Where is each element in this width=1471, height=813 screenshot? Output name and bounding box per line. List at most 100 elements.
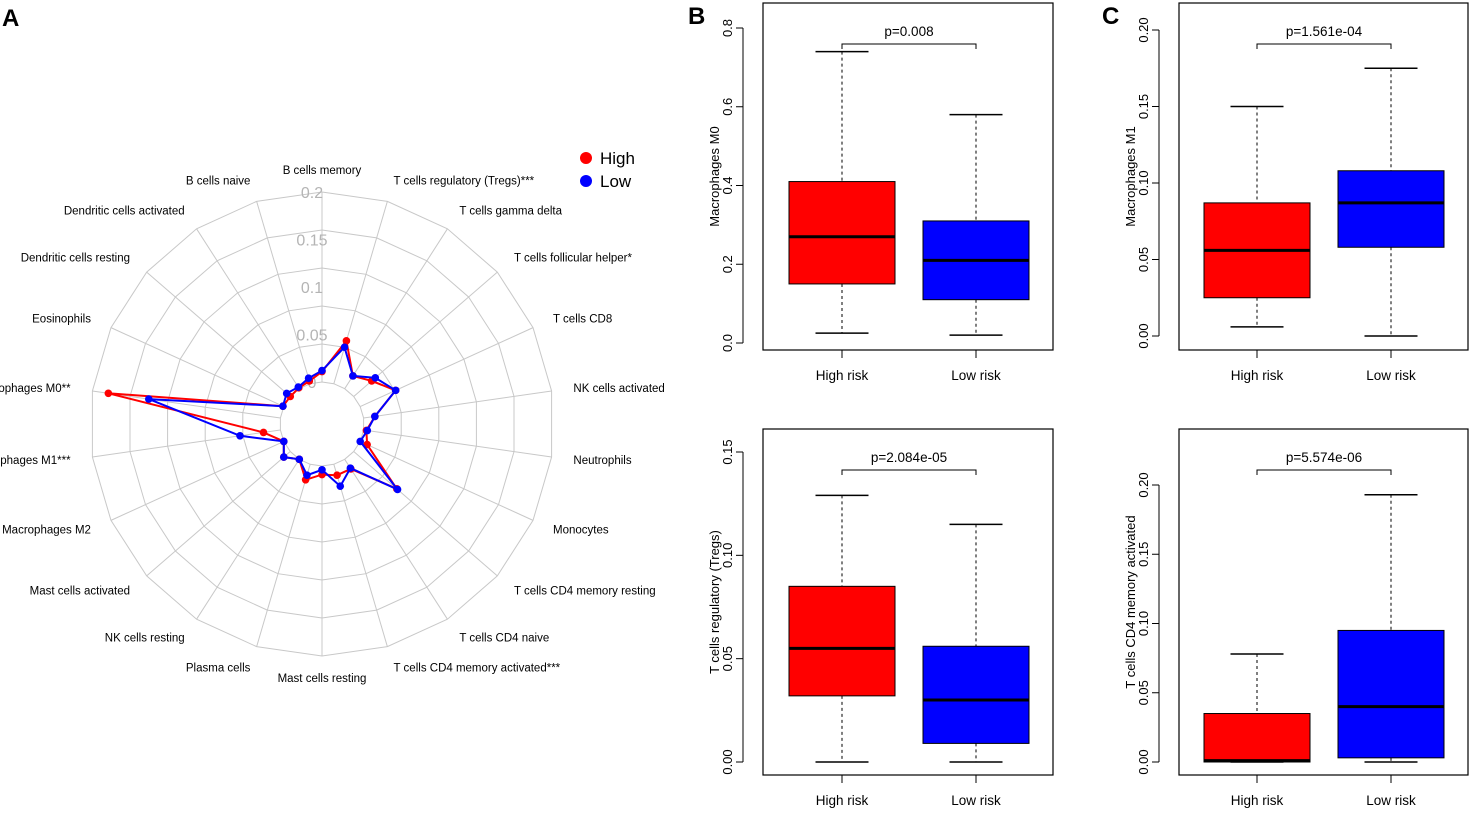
y-tick-label: 0.20: [1136, 472, 1151, 497]
radar-point-low: [295, 455, 304, 464]
radar-point-low: [144, 395, 153, 403]
radar-point-low: [236, 431, 244, 440]
box-low-risk: [922, 523, 1030, 763]
y-axis-label: T cells regulatory (Tregs): [707, 530, 722, 674]
y-tick-label: 0.4: [720, 176, 735, 194]
radar-series-line-low: [148, 345, 399, 491]
panel-label-b: B: [688, 3, 705, 30]
radar-spoke: [359, 327, 534, 408]
radar-point-high: [342, 337, 351, 345]
box-high-risk: [788, 494, 896, 763]
boxplot-b-top: 0.0 0.2 0.4 0.6 0.8 Macrophages M0 High risk Lo…: [707, 2, 1054, 383]
radar-spoke: [110, 440, 285, 521]
y-tick-label: 0.20: [1136, 17, 1151, 42]
x-tick-label: Low risk: [951, 793, 1001, 808]
radar-category-label: Dendritic cells activated: [64, 205, 185, 217]
radar-category-label: T cells gamma delta: [459, 205, 562, 217]
box-high-risk: [1203, 653, 1311, 763]
y-tick-label: 0.6: [720, 98, 735, 116]
radar-point-low: [304, 374, 313, 383]
box-iqr: [1337, 629, 1445, 759]
radar-point-low: [294, 383, 303, 391]
radar-point-low: [318, 366, 326, 375]
legend-marker-high: [580, 152, 592, 164]
y-tick-label: 0.10: [1136, 611, 1151, 636]
p-value-label: p=0.008: [884, 24, 933, 39]
y-tick-label: 0.8: [720, 19, 735, 37]
y-tick-label: 0.15: [720, 439, 735, 464]
y-tick-label: 0.00: [1136, 323, 1151, 348]
plot-frame: [1178, 428, 1469, 776]
radar-category-label: Monocytes: [553, 525, 609, 537]
y-tick-label: 0.00: [720, 749, 735, 774]
radar-category-label: Neutrophils: [573, 455, 631, 467]
radar-category-label: T cells CD4 naive: [459, 633, 549, 645]
radar-point-low: [336, 482, 345, 490]
significance-bracket: [1256, 43, 1392, 49]
radar-spoke: [146, 451, 291, 577]
radar-tick-label: 0.05: [296, 328, 327, 345]
x-tick-label: Low risk: [951, 368, 1001, 383]
y-tick-label: 0.2: [720, 255, 735, 273]
radar-category-label: T cells follicular helper*: [514, 253, 633, 265]
radar-spoke: [363, 429, 552, 458]
radar-category-label: NK cells activated: [573, 383, 664, 395]
radar-spoke: [196, 459, 300, 620]
box-high-risk: [1203, 105, 1311, 328]
radar-point-low: [363, 426, 372, 435]
x-tick-label: Low risk: [1366, 368, 1416, 383]
x-tick-label: High risk: [816, 793, 869, 808]
panel-label-c: C: [1102, 3, 1119, 30]
radar-point-low: [303, 471, 311, 480]
y-tick-label: 0.00: [1136, 749, 1151, 774]
radar-point-low: [279, 437, 288, 446]
radar-point-low: [391, 386, 400, 395]
radar-point-high: [259, 428, 268, 437]
radar-category-label: Macrophages M2: [2, 525, 91, 537]
radar-tick-label: 0.15: [296, 233, 327, 250]
box-iqr: [922, 645, 1030, 744]
box-high-risk: [788, 50, 896, 334]
y-tick-label: 0.10: [1136, 170, 1151, 195]
y-tick-label: 0.0: [720, 334, 735, 352]
x-tick-label: Low risk: [1366, 793, 1416, 808]
radar-category-label: T cells CD4 memory resting: [514, 585, 656, 597]
plot-frame: [762, 428, 1054, 776]
radar-category-label: T cells regulatory (Tregs)***: [394, 175, 535, 187]
radar-category-label: Dendritic cells resting: [21, 253, 130, 265]
radar-category-label: Eosinophils: [32, 313, 91, 325]
radar-spoke: [110, 327, 285, 408]
radar-category-label: B cells memory: [283, 165, 362, 177]
box-iqr: [1203, 713, 1311, 763]
radar-point-low: [356, 437, 365, 446]
radar-spoke: [256, 464, 311, 647]
plot-frame: [1178, 2, 1469, 351]
x-tick-label: High risk: [1231, 368, 1284, 383]
radar-category-label: Plasma cells: [186, 663, 251, 675]
radar-category-label: Macrophages M1***: [0, 455, 71, 467]
boxplot-c-top: 0.00 0.05 0.10 0.15 0.20 Macrophages M1 High r…: [1123, 2, 1469, 383]
radar-spoke: [92, 390, 281, 419]
radar-point-low: [340, 343, 349, 352]
significance-bracket: [1256, 469, 1392, 475]
y-tick-label: 0.05: [720, 646, 735, 671]
box-plots: 0.0 0.2 0.4 0.6 0.8 Macrophages M0 High risk Lo…: [707, 2, 1469, 808]
y-tick-label: 0.10: [720, 543, 735, 568]
boxplot-c-bottom: 0.00 0.05 0.10 0.15 0.20 T cells CD4 memory a…: [1123, 428, 1469, 808]
radar-point-low: [371, 412, 379, 421]
y-tick-label: 0.15: [1136, 94, 1151, 119]
significance-bracket: [841, 43, 977, 49]
radar-tick-label: 0.1: [301, 280, 323, 297]
y-axis-label: Macrophages M0: [707, 126, 722, 226]
y-tick-label: 0.15: [1136, 542, 1151, 567]
radar-spoke: [196, 228, 300, 389]
radar-spoke: [146, 271, 291, 397]
box-iqr: [1337, 170, 1445, 248]
panel-label-a: A: [2, 5, 19, 32]
y-axis-label: Macrophages M1: [1123, 126, 1138, 226]
radar-category-label: Macrophages M0**: [0, 383, 71, 395]
radar-point-low: [279, 453, 288, 461]
radar-point-low: [371, 374, 380, 382]
